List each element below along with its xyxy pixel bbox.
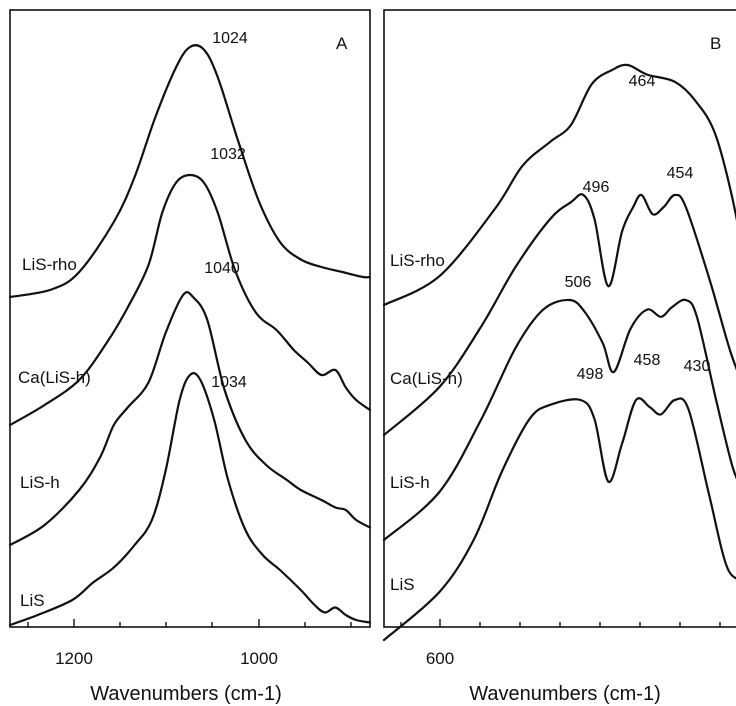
panel-b-frame [383, 9, 736, 628]
series-label-lis-h-b: LiS-h [390, 473, 430, 492]
panel-a-frame [9, 9, 371, 628]
peak-label-506: 506 [565, 274, 592, 291]
peak-label-498: 498 [577, 366, 604, 383]
series-label-ca-lis-h-b: Ca(LiS-h) [390, 369, 463, 388]
panel-b-x-axis-title: Wavenumbers (cm-1) [469, 683, 661, 705]
panel-b-ticks [400, 619, 721, 627]
peak-label-1034: 1034 [211, 374, 247, 391]
panel-a-label: A [336, 34, 348, 53]
series-label-lis-rho-b: LiS-rho [390, 251, 445, 270]
tick-label-1000: 1000 [240, 649, 278, 668]
series-label-lis-h-a: LiS-h [20, 473, 60, 492]
series-label-lis-b: LiS [390, 575, 415, 594]
series-curve-lis-rho-panel-a [8, 44, 372, 299]
series-curve-lis-rho-panel-b [382, 63, 736, 307]
peak-label-454: 454 [667, 165, 694, 182]
panel-a-ticks [27, 619, 352, 627]
series-label-lis-rho-a: LiS-rho [22, 255, 77, 274]
series-label-lis-a: LiS [20, 591, 45, 610]
panel-a-curves [8, 44, 372, 627]
peak-label-464: 464 [629, 73, 656, 90]
series-curve-lis-h-panel-a [8, 291, 372, 547]
peak-label-1032: 1032 [210, 146, 246, 163]
peak-label-458: 458 [634, 352, 661, 369]
panel-b-curves [382, 63, 736, 642]
series-curve-lis-panel-a [8, 372, 372, 627]
tick-label-600: 600 [426, 649, 454, 668]
series-curve-lis-h-panel-b [382, 298, 736, 542]
peak-label-430: 430 [684, 358, 711, 375]
series-label-ca-lis-h-a: Ca(LiS-h) [18, 368, 91, 387]
peak-label-1040: 1040 [204, 260, 240, 277]
tick-label-1200: 1200 [55, 649, 93, 668]
panel-b-label: B [710, 34, 721, 53]
peak-label-496: 496 [583, 179, 610, 196]
series-curve-ca-lis-h-panel-a [8, 173, 372, 427]
series-curve-lis-panel-b [382, 397, 736, 642]
panel-a-x-axis-title: Wavenumbers (cm-1) [90, 683, 282, 705]
panel-a: A 1200 1000 Wavenumbers (cm-1) LiS-rho C… [8, 9, 372, 705]
panel-b: B 600 Wavenumbers (cm-1) LiS-rho Ca(LiS-… [382, 9, 736, 705]
series-curve-ca-lis-h-panel-b [382, 193, 736, 437]
peak-label-1024: 1024 [212, 30, 248, 47]
